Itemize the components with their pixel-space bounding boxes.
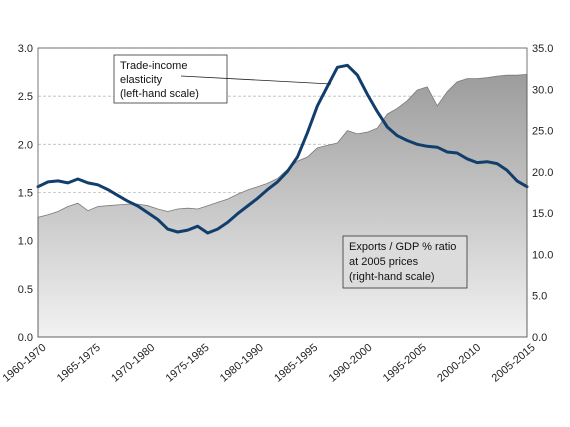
right-axis-tick-labels: 0.0 5.0 10.0 15.0 20.0 25.0 30.0 35.0 — [532, 43, 553, 344]
right-tick-label-0: 0.0 — [532, 332, 547, 344]
left-tick-label-5: 2.5 — [18, 91, 33, 103]
plot-frame — [37, 47, 528, 338]
annotation-elasticity-box — [113, 54, 228, 104]
annotation-exports: Exports / GDP % ratio at 2005 prices (ri… — [342, 235, 468, 289]
left-tick-label-2: 1.0 — [18, 236, 33, 248]
right-tick-label-7: 35.0 — [532, 43, 553, 55]
annotation-elasticity-line-1: Trade-income — [120, 60, 187, 72]
annotation-elasticity-line-3: (left-hand scale) — [120, 88, 199, 100]
annotation-elasticity: Trade-income elasticity (left-hand scale… — [113, 54, 332, 104]
annotation-elasticity-pointer — [180, 75, 332, 85]
annotation-exports-line-2: at 2005 prices — [349, 256, 419, 268]
left-tick-label-6: 3.0 — [18, 43, 33, 55]
right-tick-label-3: 15.0 — [532, 208, 553, 220]
annotation-exports-line-1: Exports / GDP % ratio — [349, 241, 456, 253]
x-tick-label-6: 1990-2000 — [327, 342, 375, 385]
x-tick-label-1: 1965-1975 — [55, 342, 103, 385]
x-tick-label-9: 2005-2015 — [490, 342, 538, 385]
x-tick-label-2: 1970-1980 — [109, 342, 157, 385]
x-tick-label-4: 1980-1990 — [218, 342, 266, 385]
left-tick-label-3: 1.5 — [18, 188, 33, 200]
right-tick-label-1: 5.0 — [532, 291, 547, 303]
x-tick-label-7: 1995-2005 — [381, 342, 429, 385]
left-axis-tick-labels: 0.0 0.5 1.0 1.5 2.0 2.5 3.0 — [18, 43, 33, 344]
x-tick-label-5: 1985-1995 — [272, 342, 320, 385]
left-tick-label-0: 0.0 — [18, 332, 33, 344]
right-tick-label-2: 10.0 — [532, 249, 553, 261]
x-axis-tick-labels: 1960-1970 1965-1975 1970-1980 1975-1985 1980… — [1, 342, 538, 385]
trade-income-elasticity-line — [36, 63, 529, 235]
annotation-elasticity-line-2: elasticity — [120, 74, 163, 86]
right-tick-label-4: 20.0 — [532, 167, 553, 179]
annotation-exports-box — [342, 235, 468, 289]
left-tick-label-4: 2.0 — [18, 139, 33, 151]
right-tick-label-6: 30.0 — [532, 84, 553, 96]
x-tick-label-8: 2000-2010 — [435, 342, 483, 385]
x-tick-label-3: 1975-1985 — [164, 342, 212, 385]
exports-gdp-area — [37, 73, 528, 338]
annotation-exports-line-3: (right-hand scale) — [349, 271, 435, 283]
x-tick-label-0: 1960-1970 — [1, 342, 49, 385]
left-tick-label-1: 0.5 — [18, 284, 33, 296]
right-tick-label-5: 25.0 — [532, 126, 553, 138]
